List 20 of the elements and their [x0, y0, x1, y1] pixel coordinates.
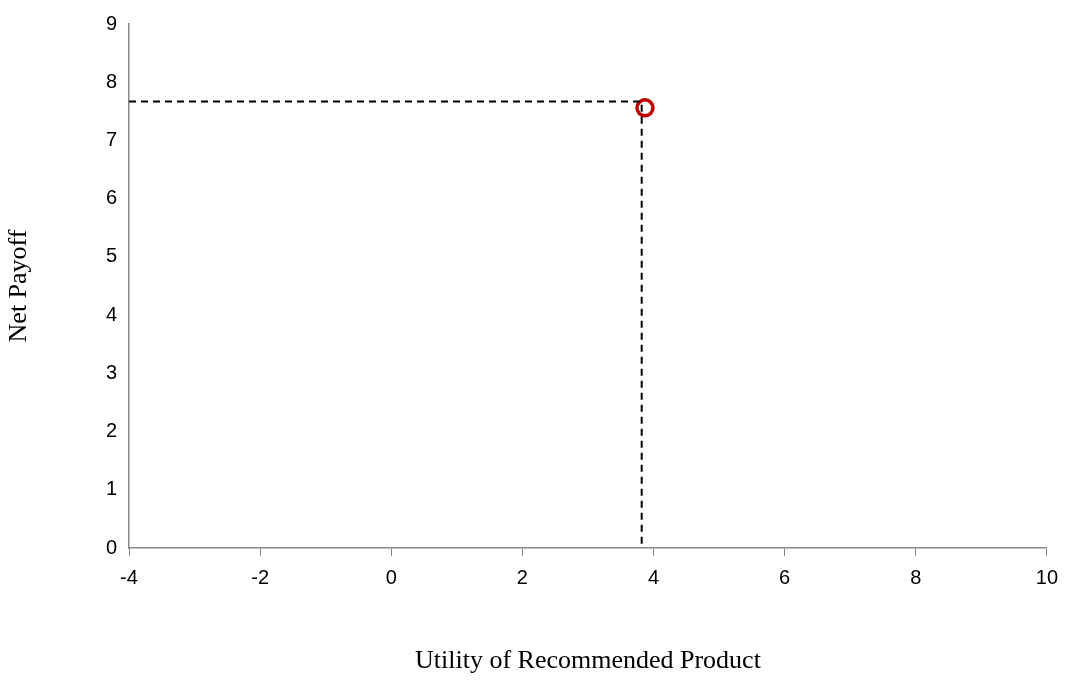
y-tick-label: 3 — [105, 360, 117, 383]
x-tick-label: 4 — [647, 565, 660, 588]
y-tick-label: 7 — [105, 127, 117, 150]
x-tick-label: 8 — [910, 565, 922, 588]
y-tick-label: 0 — [105, 535, 117, 558]
y-tick-label: 6 — [105, 186, 117, 209]
x-axis-title: Utility of Recommended Product — [414, 645, 762, 675]
y-tick-label: 2 — [105, 419, 117, 442]
x-tick-label: 6 — [779, 565, 791, 588]
y-tick-label: 9 — [105, 11, 117, 34]
x-tick-label: 2 — [516, 565, 528, 588]
y-tick-label: 8 — [105, 69, 117, 92]
x-tick-label: -4 — [120, 565, 138, 588]
y-tick-label: 4 — [105, 302, 117, 325]
y-tick-label: 1 — [105, 477, 117, 500]
y-tick-label: 5 — [105, 244, 117, 267]
x-tick-label: 0 — [385, 565, 397, 588]
x-tick-label: -2 — [251, 565, 270, 588]
x-tick-label: 10 — [1035, 565, 1058, 588]
y-axis-title: Net Payoff — [3, 229, 33, 343]
